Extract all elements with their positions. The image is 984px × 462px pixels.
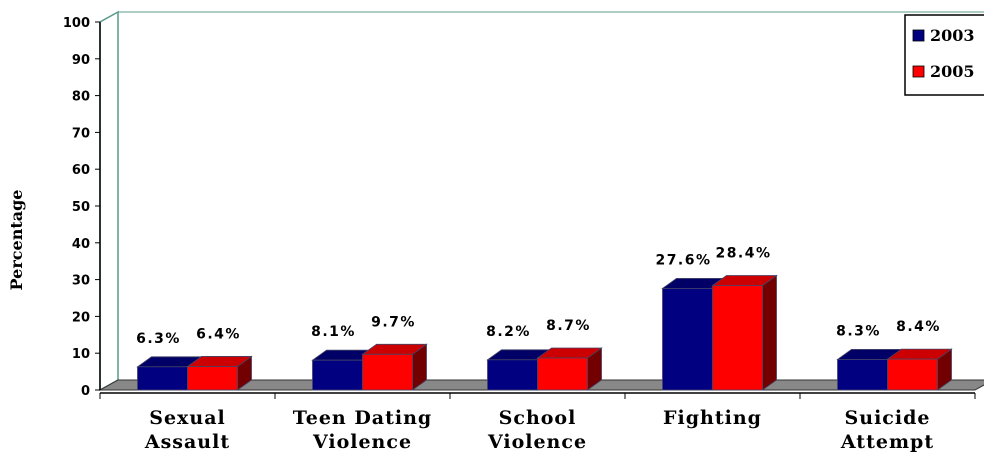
x-tick-label: School Violence [487, 407, 587, 453]
legend-box [904, 14, 984, 96]
y-tick-label: 60 [72, 163, 90, 178]
bar [362, 353, 413, 391]
x-tick-line: Assault [144, 431, 230, 453]
bar [187, 366, 238, 391]
bar [837, 359, 888, 391]
value-label: 6.4% [196, 326, 241, 342]
value-label: 9.7% [371, 314, 416, 330]
bar [487, 359, 538, 391]
y-tick-label: 30 [72, 274, 90, 289]
x-tick-label: Suicide Attempt [840, 407, 934, 453]
y-tick-label: 50 [72, 200, 90, 215]
value-label: 27.6% [655, 252, 711, 268]
value-label: 8.4% [896, 319, 941, 335]
value-label: 28.4% [715, 245, 771, 261]
value-label: 8.2% [486, 324, 531, 340]
y-tick-label: 10 [72, 347, 90, 362]
value-label: 6.3% [136, 331, 181, 347]
bar [537, 357, 588, 391]
bar [312, 359, 363, 391]
bar [712, 285, 763, 391]
y-tick-label: 0 [81, 384, 90, 399]
bar-side [762, 274, 777, 391]
value-label: 8.7% [546, 318, 591, 334]
value-label: 8.1% [311, 324, 356, 340]
value-label: 8.3% [836, 323, 881, 339]
y-tick-label: 100 [63, 16, 90, 31]
x-tick-line: Attempt [840, 431, 934, 453]
y-tick-label: 80 [72, 90, 90, 105]
bar [887, 358, 938, 391]
y-tick-label: 90 [72, 53, 90, 68]
bar [137, 366, 188, 391]
x-tick-label: Teen Dating Violence [293, 407, 432, 453]
x-tick-line: Violence [487, 431, 587, 453]
y-tick-label: 70 [72, 126, 90, 141]
x-tick-line: School [499, 407, 577, 429]
y-axis-label: Percentage [7, 190, 26, 291]
x-tick-line: Violence [312, 431, 412, 453]
x-tick-label: Sexual Assault [144, 407, 230, 453]
back-wall [99, 10, 119, 392]
legend-swatch [912, 65, 925, 78]
legend-label: 2005 [930, 62, 975, 81]
x-tick-line: Sexual [149, 407, 225, 429]
x-tick-line: Teen Dating [293, 407, 432, 429]
y-tick-label: 40 [72, 237, 90, 252]
legend-swatch [912, 29, 925, 42]
bar [662, 288, 713, 391]
x-tick-line: Suicide [845, 407, 931, 429]
x-tick-label: Fighting [663, 407, 762, 429]
y-tick-label: 20 [72, 310, 90, 325]
legend-label: 2003 [930, 26, 975, 45]
